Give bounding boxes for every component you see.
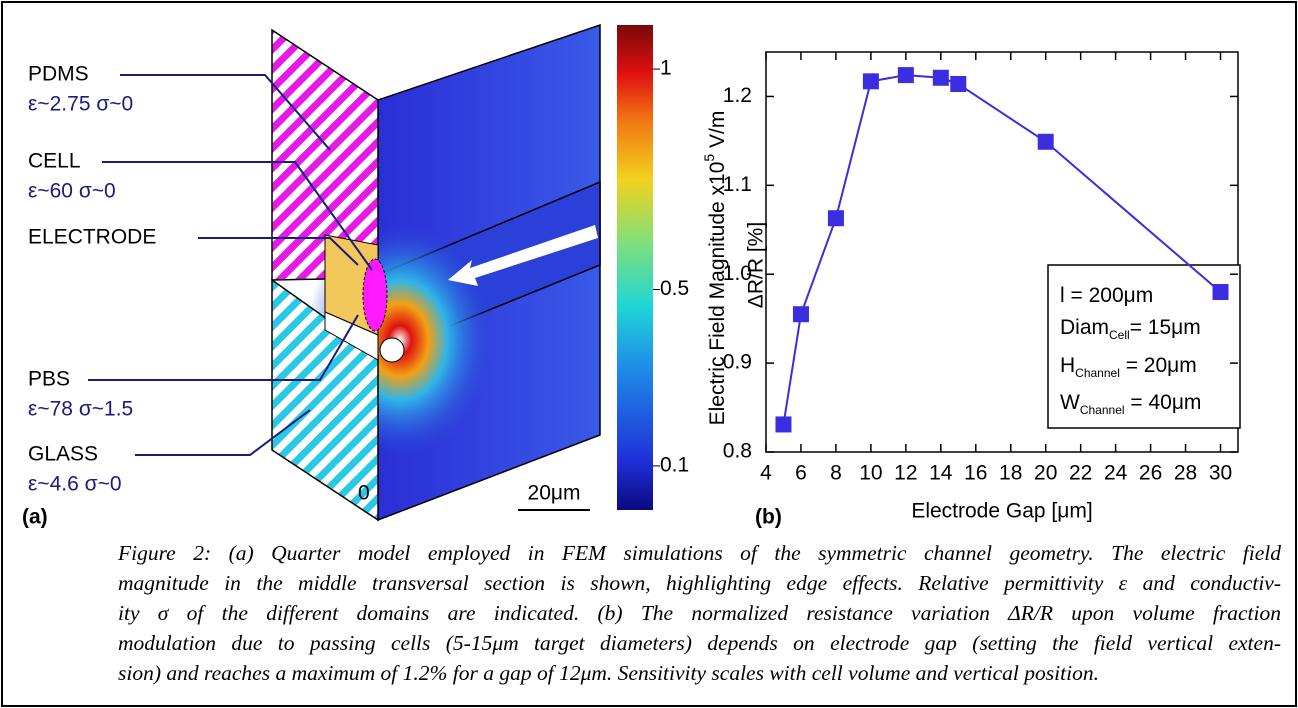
y-tick-label: 0.9 — [723, 351, 752, 374]
y-tick-label: 1.0 — [723, 262, 752, 285]
annotation-rest: = 20μm — [1120, 354, 1197, 377]
data-point — [792, 306, 809, 323]
annotation: l = 200μm — [1060, 284, 1153, 307]
annotation-main: Diam — [1060, 316, 1109, 339]
panel-tag: (b) — [755, 506, 782, 529]
x-tick-label: 30 — [1209, 462, 1232, 485]
annotation: WChannel = 40μm — [1060, 391, 1201, 418]
data-point — [897, 67, 914, 84]
data-point — [950, 76, 967, 92]
annotation: DiamCell= 15μm — [1060, 316, 1201, 343]
data-point — [775, 416, 792, 433]
colorbar-tick-label: 0.5 — [660, 277, 689, 300]
annotation-sub: Cell — [1109, 328, 1130, 342]
x-tick-label: 16 — [964, 462, 987, 485]
y-tick-label: 1.2 — [723, 84, 752, 107]
colorbar-label-sup: 5 — [701, 154, 717, 162]
annotation-rest: = 15μm — [1130, 316, 1201, 339]
annotation-box — [1047, 264, 1241, 429]
x-tick-label: 28 — [1174, 462, 1197, 485]
caption-line: modulation due to passing cells (5-15μm … — [118, 631, 1281, 655]
annotation-sub: Channel — [1080, 403, 1125, 417]
caption-line: ity σ of the different domains are indic… — [118, 601, 1281, 625]
label-electrode: ELECTRODE — [28, 226, 156, 249]
x-tick-label: 14 — [929, 462, 953, 485]
label-glass: GLASS — [28, 443, 98, 466]
x-tick-label: 4 — [760, 462, 772, 485]
caption: Figure 2: (a) Quarter model employed in … — [118, 538, 1281, 688]
colorbar-label: Electric Field Magnitude x105 V/m — [701, 111, 729, 426]
data-point — [862, 73, 879, 90]
annotation-main: H — [1060, 354, 1075, 377]
colorbar-label-unit: V/m — [706, 111, 729, 154]
model-3d — [271, 23, 601, 522]
colorbar-label-text: Electric Field Magnitude x10 — [706, 162, 729, 426]
annotation: HChannel = 20μm — [1060, 354, 1197, 381]
data-point — [827, 210, 844, 227]
x-axis-label: Electrode Gap [μm] — [911, 500, 1092, 523]
x-tick-label: 6 — [795, 462, 807, 485]
annotation-main: l = 200μm — [1060, 284, 1153, 307]
props-glass: ε~4.6 σ~0 — [28, 473, 122, 496]
annotation-main: W — [1060, 391, 1080, 414]
colorbar — [617, 25, 653, 510]
x-tick-label: 18 — [999, 462, 1022, 485]
x-tick-label: 10 — [859, 462, 882, 485]
annotation-sub: Channel — [1075, 366, 1120, 380]
y-tick-label: 1.1 — [723, 173, 752, 196]
panel-tag: (a) — [22, 506, 48, 529]
data-point — [1037, 133, 1054, 150]
label-pdms: PDMS — [28, 63, 89, 86]
props-pdms: ε~2.75 σ~0 — [28, 93, 133, 116]
x-tick-label: 20 — [1034, 462, 1057, 485]
leader-lines — [88, 74, 373, 456]
x-tick-label: 22 — [1069, 462, 1092, 485]
caption-line: magnitude in the middle transversal sect… — [118, 571, 1281, 595]
x-tick-label: 26 — [1139, 462, 1162, 485]
y-tick-label: 0.8 — [723, 440, 752, 463]
caption-line: Figure 2: (a) Quarter model employed in … — [118, 541, 1281, 565]
x-tick-label: 12 — [894, 462, 917, 485]
scale-bar-label: 20μm — [528, 482, 581, 505]
data-point — [932, 69, 949, 86]
colorbar-tick-label: 0.1 — [660, 453, 689, 476]
origin-label: 0 — [358, 482, 370, 505]
annotation-rest: = 40μm — [1125, 391, 1202, 414]
x-tick-label: 8 — [830, 462, 842, 485]
colorbar-tick-label: 1 — [660, 57, 672, 80]
y-axis-label: ΔR/R [%] — [745, 222, 768, 308]
data-point — [1212, 284, 1229, 300]
plot-frame — [765, 51, 1239, 453]
props-cell: ε~60 σ~0 — [28, 180, 116, 203]
label-cell: CELL — [28, 150, 81, 173]
x-tick-label: 24 — [1104, 462, 1128, 485]
caption-line: sion) and reaches a maximum of 1.2% for … — [118, 661, 1099, 685]
label-pbs: PBS — [28, 368, 70, 391]
props-pbs: ε~78 σ~1.5 — [28, 398, 133, 421]
